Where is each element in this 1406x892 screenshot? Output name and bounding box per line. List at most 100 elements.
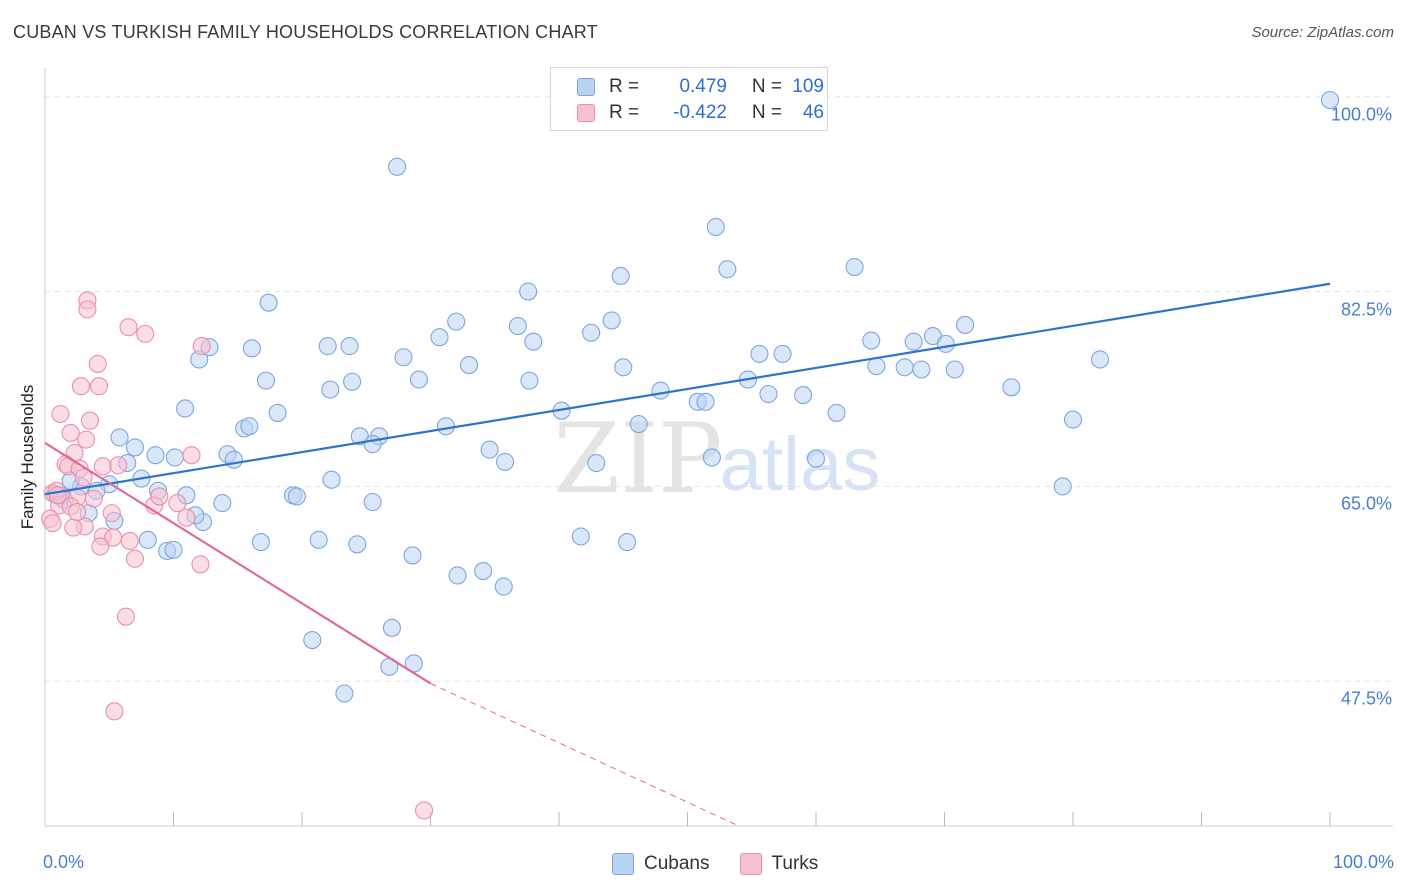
cubans-point xyxy=(795,387,812,404)
turks-point xyxy=(192,556,209,573)
correlation-legend: R = 0.479 N = 109 R = -0.422 N = 46 xyxy=(550,67,828,131)
cubans-point xyxy=(241,418,258,435)
turks-point xyxy=(49,487,66,504)
legend-n-value: 46 xyxy=(782,102,824,124)
turks-point xyxy=(106,703,123,720)
turks-point xyxy=(183,447,200,464)
turks-point xyxy=(120,319,137,336)
cubans-point xyxy=(404,547,421,564)
cubans-point xyxy=(395,349,412,366)
legend-row-turks: R = -0.422 N = 46 xyxy=(577,101,824,125)
cubans-point xyxy=(913,361,930,378)
y-tick-label: 65.0% xyxy=(1341,494,1392,515)
grid-lines xyxy=(45,97,1393,682)
turks-point xyxy=(151,488,168,505)
turks-point xyxy=(121,532,138,549)
turks-point xyxy=(137,325,154,342)
series-legend: Cubans Turks xyxy=(612,851,848,877)
turks-legend-swatch xyxy=(740,853,762,875)
scatter-plot: ZIP atlas xyxy=(0,0,1406,892)
cubans-point xyxy=(269,404,286,421)
cubans-point xyxy=(497,453,514,470)
cubans-point xyxy=(310,531,327,548)
cubans-point xyxy=(437,418,454,435)
cubans-point xyxy=(509,318,526,335)
cubans-point xyxy=(572,528,589,545)
cubans-point xyxy=(111,429,128,446)
turks-point xyxy=(62,424,79,441)
legend-r-label: R = xyxy=(609,102,647,124)
cubans-point xyxy=(937,335,954,352)
turks-point xyxy=(416,802,433,819)
legend-r-value: 0.479 xyxy=(647,76,727,98)
legend-item-cubans[interactable]: Cubans xyxy=(612,853,710,875)
turks-point xyxy=(94,458,111,475)
cubans-point xyxy=(707,218,724,235)
cubans-point xyxy=(431,329,448,346)
turks-point xyxy=(78,431,95,448)
cubans-point xyxy=(774,345,791,362)
x-tick-label-min: 0.0% xyxy=(43,852,84,873)
cubans-point xyxy=(449,567,466,584)
turks-point xyxy=(69,504,86,521)
cubans-point xyxy=(304,632,321,649)
turks-trend-line xyxy=(45,443,431,684)
legend-label-cubans: Cubans xyxy=(644,853,710,875)
turks-point xyxy=(89,355,106,372)
turks-trend-extension xyxy=(431,683,739,826)
x-tick-label-max: 100.0% xyxy=(1333,852,1394,873)
legend-n-label: N = xyxy=(727,102,782,124)
cubans-point xyxy=(383,619,400,636)
cubans-point xyxy=(652,382,669,399)
trend-lines xyxy=(45,284,1330,826)
cubans-point xyxy=(1091,351,1108,368)
cubans-point xyxy=(389,158,406,175)
cubans-point xyxy=(166,449,183,466)
turks-point xyxy=(90,378,107,395)
legend-row-cubans: R = 0.479 N = 109 xyxy=(577,75,824,99)
cubans-point xyxy=(147,447,164,464)
legend-item-turks[interactable]: Turks xyxy=(740,853,819,875)
cubans-point xyxy=(349,536,366,553)
watermark-atlas: atlas xyxy=(720,422,881,507)
turks-point xyxy=(126,550,143,567)
cubans-point xyxy=(165,541,182,558)
legend-r-label: R = xyxy=(609,76,647,98)
turks-point xyxy=(110,457,127,474)
turks-swatch xyxy=(577,104,595,122)
cubans-point xyxy=(1054,478,1071,495)
cubans-point xyxy=(612,267,629,284)
cubans-point xyxy=(448,313,465,330)
turks-point xyxy=(65,519,82,536)
cubans-point xyxy=(863,332,880,349)
turks-point xyxy=(52,406,69,423)
cubans-point xyxy=(615,359,632,376)
y-tick-label: 100.0% xyxy=(1331,104,1392,125)
cubans-point xyxy=(525,333,542,350)
turks-point xyxy=(178,509,195,526)
turks-point xyxy=(72,378,89,395)
cubans-point xyxy=(760,385,777,402)
legend-n-value: 109 xyxy=(782,76,824,98)
turks-point xyxy=(193,338,210,355)
turks-point xyxy=(79,301,96,318)
turks-point xyxy=(92,538,109,555)
cubans-point xyxy=(288,488,305,505)
cubans-point xyxy=(258,372,275,389)
cubans-point xyxy=(1003,379,1020,396)
cubans-legend-swatch xyxy=(612,853,634,875)
cubans-point xyxy=(364,436,381,453)
cubans-point xyxy=(495,578,512,595)
cubans-point xyxy=(323,471,340,488)
cubans-point xyxy=(214,495,231,512)
cubans-point xyxy=(520,283,537,300)
cubans-point xyxy=(719,261,736,278)
cubans-point xyxy=(630,416,647,433)
cubans-point xyxy=(583,324,600,341)
cubans-point xyxy=(364,493,381,510)
y-tick-label: 47.5% xyxy=(1341,689,1392,710)
cubans-point xyxy=(946,361,963,378)
turks-point xyxy=(44,515,61,532)
legend-n-label: N = xyxy=(727,76,782,98)
cubans-point xyxy=(475,563,492,580)
